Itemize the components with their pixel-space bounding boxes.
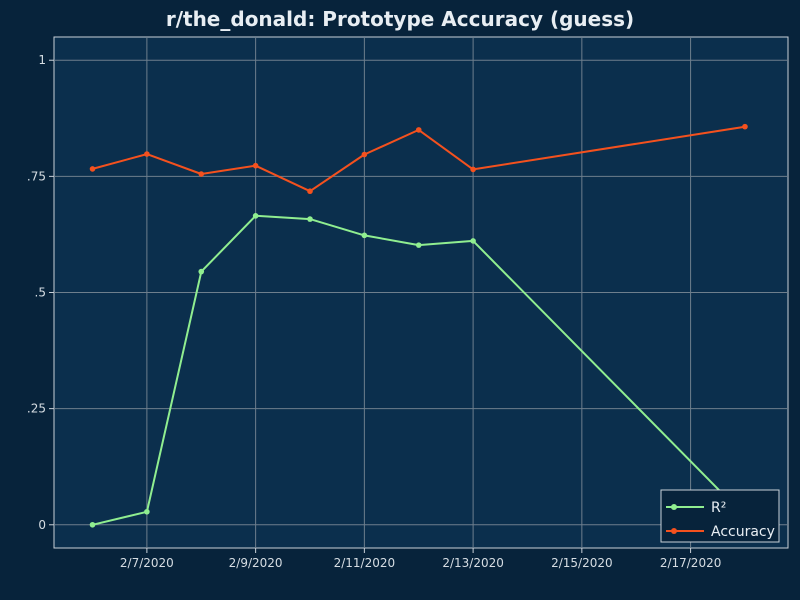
x-tick-label: 2/9/2020	[229, 556, 283, 570]
legend-items: R² Accuracy	[666, 500, 775, 540]
x-axis-ticks: 2/7/2020 2/9/2020 2/11/2020 2/13/2020 2/15/2…	[120, 548, 721, 570]
legend-swatch-marker	[671, 528, 677, 534]
data-point	[89, 521, 96, 528]
y-axis-ticks: 0 .25 .5 .75 1	[27, 53, 54, 532]
data-point	[415, 127, 422, 133]
legend-swatch-marker	[671, 504, 677, 510]
data-point	[307, 216, 313, 222]
x-tick-label: 2/11/2020	[334, 556, 396, 570]
series-r-squared	[89, 213, 748, 528]
series-accuracy	[89, 123, 748, 195]
y-tick-label: .25	[27, 402, 46, 416]
chart-title: r/the_donald: Prototype Accuracy (guess)	[166, 7, 634, 31]
x-tick-label: 2/15/2020	[551, 556, 613, 570]
data-point	[742, 123, 748, 130]
data-point	[361, 232, 368, 239]
data-point	[470, 238, 476, 244]
grid	[54, 37, 788, 548]
legend-label: R²	[711, 500, 726, 516]
y-tick-label: 1	[38, 53, 46, 67]
y-tick-label: 0	[38, 518, 46, 532]
data-point	[144, 508, 150, 515]
x-tick-label: 2/13/2020	[442, 556, 504, 570]
legend-item: Accuracy	[666, 524, 775, 540]
y-tick-label: .5	[35, 286, 46, 300]
series-layer	[89, 123, 748, 528]
data-point	[198, 171, 205, 177]
data-point	[89, 166, 96, 172]
legend-box	[660, 489, 780, 543]
legend-label: Accuracy	[711, 524, 775, 540]
data-point	[361, 151, 368, 158]
x-tick-label: 2/7/2020	[120, 556, 174, 570]
legend: R² Accuracy	[660, 489, 780, 543]
data-point	[470, 166, 476, 173]
data-point	[252, 162, 259, 169]
legend-item: R²	[666, 500, 726, 516]
y-tick-label: .75	[27, 169, 46, 183]
x-tick-label: 2/17/2020	[660, 556, 722, 570]
data-point	[415, 242, 422, 248]
data-point	[144, 151, 150, 157]
data-point	[198, 268, 205, 275]
data-point	[307, 188, 313, 195]
data-point	[252, 213, 259, 219]
